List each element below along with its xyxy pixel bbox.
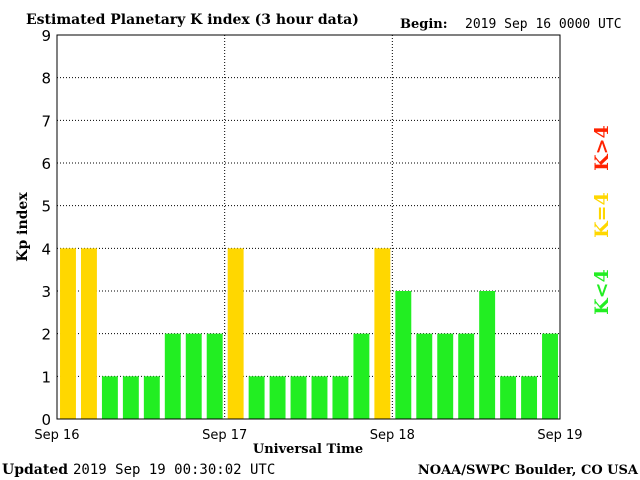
kp-bar <box>248 376 265 419</box>
legend-item-k-above-4: K>4 <box>591 125 613 171</box>
plot-frame <box>56 34 561 420</box>
kp-bar <box>353 333 370 419</box>
y-tick-label: 6 <box>41 155 51 173</box>
chart-title: Estimated Planetary K index (3 hour data… <box>26 12 359 28</box>
y-tick-labels: 0 1 2 3 4 5 6 7 8 9 <box>41 27 51 429</box>
legend-item-k-equal-4: K=4 <box>591 192 613 238</box>
begin-value: 2019 Sep 16 0000 UTC <box>465 17 622 32</box>
footer-updated-label: Updated <box>2 462 68 478</box>
kp-bar <box>479 291 496 419</box>
x-tick-labels: Sep 16 Sep 17 Sep 18 Sep 19 <box>34 428 582 443</box>
kp-bar <box>227 248 244 419</box>
y-tick-label: 3 <box>41 283 51 301</box>
kp-bar <box>374 248 391 419</box>
y-tick-label: 9 <box>41 27 51 45</box>
kp-bar <box>101 376 118 419</box>
kp-bar <box>542 333 558 419</box>
x-tick-label: Sep 18 <box>370 428 415 443</box>
x-axis-label: Universal Time <box>253 442 363 457</box>
footer-updated-value: 2019 Sep 19 00:30:02 UTC <box>73 462 275 478</box>
y-tick-label: 5 <box>41 198 51 216</box>
begin-label: Begin: <box>400 17 448 32</box>
kp-bar <box>395 291 412 419</box>
y-tick-label: 1 <box>41 368 51 386</box>
kp-bar <box>206 333 223 419</box>
kp-bar <box>332 376 349 419</box>
x-tick-label: Sep 16 <box>34 428 79 443</box>
kp-bar <box>60 248 76 419</box>
footer-source: NOAA/SWPC Boulder, CO USA <box>418 463 639 478</box>
bars <box>60 248 558 419</box>
kp-bar <box>500 376 517 419</box>
x-tick-label: Sep 17 <box>202 428 247 443</box>
kp-bar <box>122 376 139 419</box>
kp-bar <box>185 333 202 419</box>
kp-bar <box>416 333 433 419</box>
kp-bar <box>290 376 307 419</box>
y-tick-label: 4 <box>41 240 51 258</box>
y-tick-label: 7 <box>41 112 51 130</box>
kp-bar <box>311 376 328 419</box>
y-tick-label: 2 <box>41 326 51 344</box>
x-tick-label: Sep 19 <box>537 428 582 443</box>
y-tick-label: 8 <box>41 70 51 88</box>
kp-bar <box>437 333 454 419</box>
kp-bar <box>458 333 475 419</box>
kp-bar <box>521 376 538 419</box>
y-axis-label: Kp index <box>15 192 31 262</box>
legend: K<4 K=4 K>4 <box>591 125 613 315</box>
kp-bar <box>80 248 97 419</box>
legend-item-k-below-4: K<4 <box>591 269 613 315</box>
y-tick-label: 0 <box>41 411 51 429</box>
kp-bar <box>164 333 181 419</box>
kp-bar <box>143 376 160 419</box>
grid-lines <box>57 35 560 419</box>
kp-bar <box>269 376 286 419</box>
